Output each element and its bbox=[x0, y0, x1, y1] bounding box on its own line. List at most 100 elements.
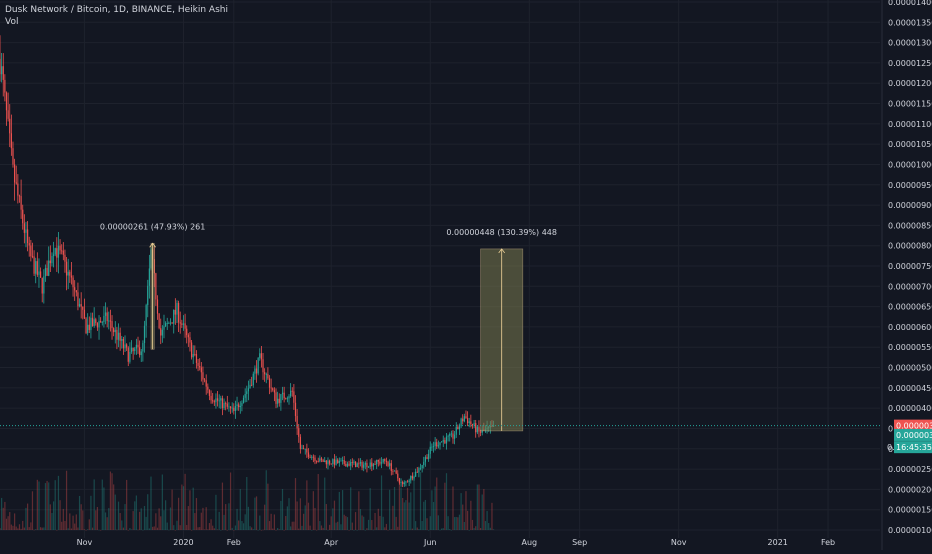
candle-body[interactable] bbox=[74, 287, 76, 291]
candle-body[interactable] bbox=[272, 388, 274, 391]
candle-body[interactable] bbox=[28, 243, 30, 246]
candle-body[interactable] bbox=[69, 271, 71, 276]
candle-body[interactable] bbox=[416, 471, 418, 473]
candle-body[interactable] bbox=[143, 325, 146, 344]
candle-body[interactable] bbox=[350, 462, 352, 466]
candle-body[interactable] bbox=[376, 459, 378, 465]
candle-body[interactable] bbox=[251, 384, 253, 386]
candle-body[interactable] bbox=[369, 462, 371, 468]
candle-body[interactable] bbox=[345, 463, 347, 467]
candle-body[interactable] bbox=[296, 415, 298, 429]
candle-body[interactable] bbox=[168, 322, 170, 324]
candle-body[interactable] bbox=[216, 398, 219, 401]
candle-body[interactable] bbox=[140, 351, 142, 356]
candle-body[interactable] bbox=[267, 374, 269, 379]
candle-body[interactable] bbox=[351, 462, 353, 463]
candle-body[interactable] bbox=[367, 467, 370, 468]
candle-body[interactable] bbox=[281, 392, 284, 395]
candle-body[interactable] bbox=[471, 424, 474, 426]
candle-body[interactable] bbox=[225, 403, 227, 404]
candle-body[interactable] bbox=[87, 324, 89, 334]
candle-body[interactable] bbox=[161, 329, 163, 336]
candle-body[interactable] bbox=[10, 133, 12, 149]
candle-body[interactable] bbox=[139, 347, 141, 356]
candle-body[interactable] bbox=[111, 321, 113, 329]
candle-body[interactable] bbox=[38, 271, 40, 275]
candle-body[interactable] bbox=[98, 321, 100, 328]
candle-body[interactable] bbox=[177, 302, 180, 323]
candle-body[interactable] bbox=[30, 245, 32, 257]
candle-body[interactable] bbox=[294, 402, 297, 416]
candle-body[interactable] bbox=[228, 406, 230, 408]
candle-body[interactable] bbox=[54, 248, 56, 255]
candle-body[interactable] bbox=[18, 195, 21, 197]
candle-body[interactable] bbox=[163, 326, 165, 330]
candle-body[interactable] bbox=[460, 418, 462, 427]
candle-body[interactable] bbox=[338, 460, 340, 464]
candle-body[interactable] bbox=[408, 480, 410, 483]
candle-body[interactable] bbox=[14, 164, 16, 183]
candle-body[interactable] bbox=[428, 453, 430, 459]
candle-body[interactable] bbox=[238, 404, 240, 408]
candle-body[interactable] bbox=[442, 440, 444, 442]
candle-body[interactable] bbox=[423, 461, 425, 466]
candle-body[interactable] bbox=[356, 463, 358, 468]
candle-body[interactable] bbox=[117, 332, 120, 340]
candle-body[interactable] bbox=[447, 435, 449, 437]
candle-body[interactable] bbox=[285, 398, 287, 400]
candle-body[interactable] bbox=[444, 440, 446, 444]
candle-body[interactable] bbox=[361, 462, 363, 468]
candle-body[interactable] bbox=[103, 315, 105, 322]
candle-body[interactable] bbox=[43, 276, 45, 294]
candle-body[interactable] bbox=[268, 378, 271, 388]
candle-body[interactable] bbox=[182, 323, 185, 325]
candle-body[interactable] bbox=[413, 476, 415, 479]
candle-body[interactable] bbox=[246, 391, 248, 394]
candle-body[interactable] bbox=[56, 248, 58, 258]
candle-body[interactable] bbox=[156, 299, 159, 314]
candle-body[interactable] bbox=[70, 275, 73, 278]
candle-body[interactable] bbox=[314, 457, 316, 461]
candle-body[interactable] bbox=[462, 418, 464, 422]
candle-body[interactable] bbox=[4, 79, 6, 93]
candle-body[interactable] bbox=[476, 426, 478, 433]
candle-body[interactable] bbox=[83, 309, 86, 319]
candle-body[interactable] bbox=[121, 339, 123, 341]
candle-body[interactable] bbox=[254, 368, 256, 374]
candle-body[interactable] bbox=[449, 434, 451, 436]
candle-body[interactable] bbox=[197, 362, 199, 366]
candle-body[interactable] bbox=[220, 398, 222, 401]
candle-body[interactable] bbox=[44, 267, 47, 277]
candle-body[interactable] bbox=[380, 462, 383, 464]
candle-body[interactable] bbox=[192, 354, 194, 358]
candle-body[interactable] bbox=[418, 468, 420, 473]
candle-body[interactable] bbox=[207, 386, 209, 390]
candle-body[interactable] bbox=[179, 322, 181, 324]
candle-body[interactable] bbox=[348, 463, 350, 466]
candle-body[interactable] bbox=[61, 250, 63, 252]
candle-body[interactable] bbox=[299, 436, 301, 449]
candle-body[interactable] bbox=[122, 339, 125, 349]
candle-body[interactable] bbox=[52, 254, 55, 256]
candle-body[interactable] bbox=[9, 118, 11, 134]
candle-body[interactable] bbox=[470, 421, 472, 425]
candle-body[interactable] bbox=[88, 324, 90, 331]
candle-body[interactable] bbox=[398, 478, 401, 483]
candle-body[interactable] bbox=[311, 456, 313, 458]
candle-body[interactable] bbox=[458, 426, 461, 430]
candle-body[interactable] bbox=[7, 110, 9, 119]
candle-body[interactable] bbox=[12, 148, 14, 165]
candle-body[interactable] bbox=[85, 318, 87, 334]
candle-body[interactable] bbox=[405, 481, 407, 483]
candle-body[interactable] bbox=[439, 442, 441, 446]
candle-body[interactable] bbox=[319, 458, 321, 462]
candle-body[interactable] bbox=[202, 372, 204, 380]
candle-body[interactable] bbox=[277, 398, 279, 404]
candle-body[interactable] bbox=[410, 475, 412, 481]
candle-body[interactable] bbox=[20, 196, 22, 210]
candle-body[interactable] bbox=[328, 460, 331, 464]
candle-body[interactable] bbox=[100, 321, 102, 323]
candle-body[interactable] bbox=[49, 260, 51, 264]
candle-body[interactable] bbox=[283, 392, 285, 399]
candle-body[interactable] bbox=[137, 344, 139, 348]
